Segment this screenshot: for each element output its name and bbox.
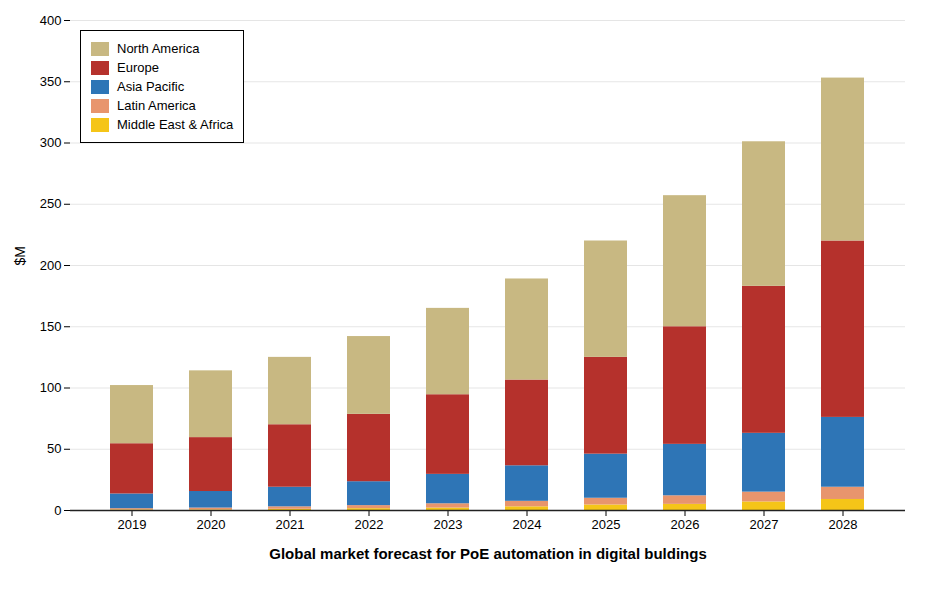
svg-text:200: 200 [40,258,62,273]
svg-text:100: 100 [40,380,62,395]
svg-text:Global market forecast for PoE: Global market forecast for PoE automatio… [269,545,707,562]
svg-text:2026: 2026 [671,517,700,532]
svg-text:$M: $M [12,246,28,265]
html-text:Latin America: Latin America [117,98,196,113]
svg-text:350: 350 [40,74,62,89]
svg-text:400: 400 [40,13,62,28]
svg-text:2025: 2025 [592,517,621,532]
html-text:Europe: Europe [117,60,159,75]
svg-text:2022: 2022 [355,517,384,532]
svg-text:250: 250 [40,196,62,211]
svg-text:50: 50 [47,441,61,456]
svg-text:2020: 2020 [197,517,226,532]
svg-text:2023: 2023 [434,517,463,532]
svg-text:2021: 2021 [276,517,305,532]
svg-text:300: 300 [40,135,62,150]
svg-text:2019: 2019 [118,517,147,532]
svg-text:2028: 2028 [829,517,858,532]
html-text:North America: North America [117,41,200,56]
svg-text:0: 0 [54,503,61,518]
svg-text:2024: 2024 [513,517,542,532]
svg-text:150: 150 [40,319,62,334]
html-text:Middle East & Africa: Middle East & Africa [117,117,234,132]
svg-text:2027: 2027 [750,517,779,532]
html-text:Asia Pacific: Asia Pacific [117,79,185,94]
